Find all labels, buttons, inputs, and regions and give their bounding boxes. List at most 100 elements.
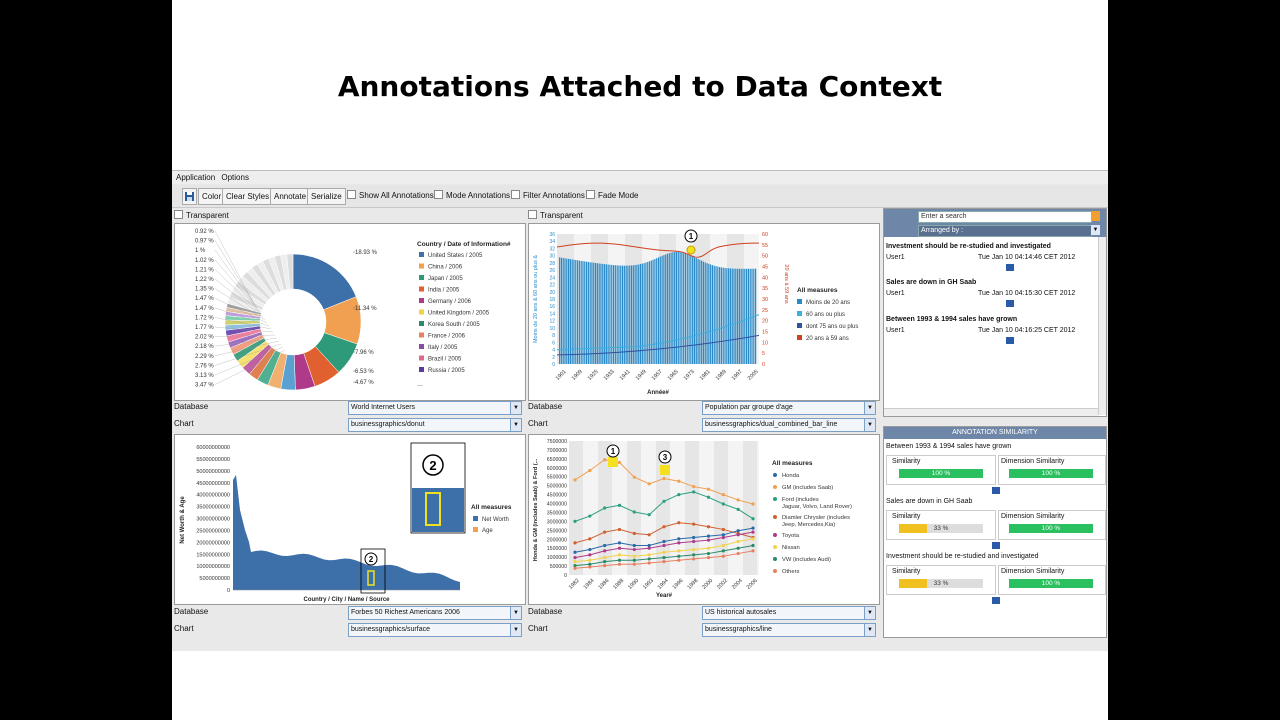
chevron-down-icon[interactable]: ▼: [510, 401, 522, 415]
y-tick-label: 0: [564, 573, 567, 579]
similarity-item[interactable]: Between 1993 & 1994 sales have grown Sim…: [884, 443, 1106, 494]
annotate-button[interactable]: Annotate: [270, 188, 311, 205]
database-select[interactable]: US historical autosales ▼: [702, 606, 876, 620]
transparent-check-right[interactable]: Transparent: [528, 210, 583, 221]
database-select[interactable]: Population par groupe d'age ▼: [702, 401, 876, 415]
bar: [697, 258, 699, 364]
horizontal-scrollbar[interactable]: [884, 408, 1098, 416]
expand-icon[interactable]: [1006, 337, 1014, 344]
chevron-down-icon[interactable]: ▼: [510, 623, 522, 637]
x-tick-label: 1982: [568, 578, 581, 591]
legend-entry: Ford (includes: [782, 497, 819, 503]
series-point: [603, 560, 607, 564]
y-tick-label: 55000000000: [196, 457, 230, 463]
database-select[interactable]: World Internet Users ▼: [348, 401, 522, 415]
series-point: [647, 513, 651, 517]
chevron-down-icon[interactable]: ▼: [510, 418, 522, 432]
serialize-button[interactable]: Serialize: [307, 188, 346, 205]
expand-icon[interactable]: [992, 487, 1000, 494]
surface-chart: 0 5000000000 10000000000 15000000000 2000000…: [180, 442, 512, 603]
expand-icon[interactable]: [992, 542, 1000, 549]
expand-icon[interactable]: [1006, 300, 1014, 307]
similarity-value: 33 %: [933, 580, 949, 587]
x-tick-label: 2002: [716, 578, 729, 591]
clear-styles-button[interactable]: Clear Styles: [222, 188, 274, 205]
database-select[interactable]: Forbes 50 Richest Americans 2006 ▼: [348, 606, 522, 620]
series-point: [603, 506, 607, 510]
series-point: [662, 543, 666, 548]
show-all-annotations-check[interactable]: Show All Annotations: [347, 190, 434, 201]
dimension-bar-fill: [1009, 579, 1093, 588]
series-point: [573, 560, 577, 564]
donut-leader-line: [214, 349, 286, 385]
annotation-item[interactable]: Between 1993 & 1994 sales have grown Use…: [886, 316, 1096, 344]
search-icon[interactable]: [1091, 211, 1100, 221]
legend-swatch: [797, 335, 802, 340]
series-point: [736, 533, 740, 537]
annotation-search-input[interactable]: Enter a search: [918, 211, 1092, 223]
chevron-down-icon[interactable]: ▼: [864, 606, 876, 620]
chart-select[interactable]: businessgraphics/dual_combined_bar_line ▼: [702, 418, 876, 432]
chevron-down-icon[interactable]: ▼: [864, 623, 876, 637]
menu-options[interactable]: Options: [221, 173, 249, 182]
legend-swatch: [773, 497, 777, 501]
legend-swatch: [773, 485, 777, 489]
checkbox-icon: [347, 190, 356, 199]
transparent-check-left[interactable]: Transparent: [174, 210, 229, 221]
arranged-by-select[interactable]: Arranged by :: [918, 225, 1092, 237]
x-axis-label: Year#: [656, 593, 673, 599]
bar: [584, 261, 586, 364]
chart-select[interactable]: businessgraphics/surface ▼: [348, 623, 522, 637]
chart-select[interactable]: businessgraphics/donut ▼: [348, 418, 522, 432]
series-point: [751, 517, 755, 521]
filter-annotations-check[interactable]: Filter Annotations: [511, 190, 585, 201]
bar: [629, 265, 631, 364]
donut-legend-swatch: [419, 309, 424, 315]
fade-mode-check[interactable]: Fade Mode: [586, 190, 638, 201]
chevron-down-icon[interactable]: ▼: [1091, 225, 1100, 235]
bar: [573, 259, 575, 364]
expand-icon[interactable]: [992, 597, 1000, 604]
legend-entry: Diamler Chrysler (includes: [782, 515, 850, 521]
donut-legend-swatch: [419, 355, 424, 361]
annotation-item[interactable]: Sales are down in GH Saab User1 Tue Jan 1…: [886, 279, 1096, 307]
chevron-down-icon[interactable]: ▼: [510, 606, 522, 620]
series-point: [721, 554, 725, 558]
x-axis-label: Country / City / Name / Source: [303, 597, 390, 603]
check-label: Fade Mode: [598, 191, 639, 200]
series-point: [751, 526, 755, 530]
bar: [659, 256, 661, 364]
chart-select[interactable]: businessgraphics/line ▼: [702, 623, 876, 637]
legend-entry: GM (includes Saab): [782, 485, 833, 491]
bar: [605, 264, 607, 364]
chevron-down-icon[interactable]: ▼: [864, 418, 876, 432]
save-button[interactable]: [182, 188, 197, 205]
menu-application[interactable]: Application: [176, 173, 216, 182]
y-left-tick-label: 32: [549, 246, 555, 252]
similarity-item[interactable]: Sales are down in GH Saab Similarity 33 …: [884, 498, 1106, 549]
donut-legend-entry: India / 2005: [428, 288, 460, 294]
donut-legend-swatch: [419, 344, 424, 349]
annotation-item[interactable]: Investment should be re-studied and inve…: [886, 243, 1096, 271]
expand-icon[interactable]: [1006, 264, 1014, 271]
x-axis-label: Année#: [647, 390, 669, 396]
annotation-similarity-panel: ANNOTATION SIMILARITY Between 1993 & 199…: [883, 426, 1107, 638]
bar: [598, 263, 600, 364]
bar: [657, 257, 660, 364]
vertical-scrollbar[interactable]: [1098, 237, 1106, 415]
donut-legend-entry: Germany / 2006: [428, 299, 472, 305]
mode-annotations-check[interactable]: Mode Annotations: [434, 190, 510, 201]
series-point: [677, 521, 681, 525]
series-point: [573, 478, 577, 482]
bar: [690, 255, 692, 364]
chevron-down-icon[interactable]: ▼: [864, 401, 876, 415]
donut-leader-line: [214, 298, 268, 324]
x-tick-label: 1989: [715, 369, 728, 382]
bar: [706, 263, 708, 364]
bar: [636, 264, 638, 364]
bar: [652, 259, 654, 364]
series-point: [588, 562, 592, 566]
bar: [715, 266, 717, 364]
similarity-item[interactable]: Investment should be re-studied and inve…: [884, 553, 1106, 604]
bar: [650, 260, 652, 364]
